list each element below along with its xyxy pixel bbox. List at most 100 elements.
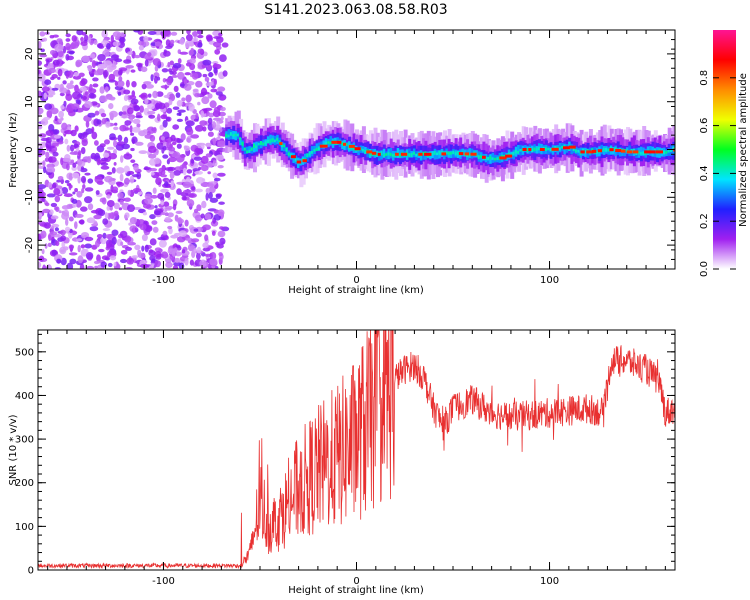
noise-speckle [217, 165, 224, 169]
noise-speckle [44, 103, 53, 110]
noise-speckle [96, 43, 104, 49]
noise-speckle [57, 176, 64, 181]
noise-speckle [209, 100, 217, 109]
noise-speckle [117, 134, 123, 142]
noise-speckle [105, 121, 111, 128]
noise-speckle [221, 42, 229, 48]
noise-speckle [106, 243, 111, 249]
ridge-cell [468, 153, 471, 157]
noise-speckle [217, 209, 225, 217]
ridge-cell [433, 151, 436, 155]
noise-speckle [138, 94, 147, 98]
snr-series-line [38, 330, 675, 570]
ridge-cell [276, 137, 279, 141]
noise-speckle [63, 193, 73, 198]
noise-speckle [135, 115, 143, 119]
noise-speckle [165, 205, 174, 210]
noise-speckle [216, 243, 224, 249]
noise-speckle [56, 138, 60, 142]
noise-speckle [102, 218, 109, 225]
noise-speckle [44, 157, 50, 162]
noise-speckle [45, 151, 50, 158]
noise-speckle [144, 244, 149, 253]
noise-speckle [41, 86, 50, 92]
ridge-cell [380, 151, 383, 156]
noise-speckle [212, 137, 216, 146]
noise-speckle [120, 249, 128, 255]
noise-speckle [54, 43, 63, 52]
noise-speckle [42, 37, 48, 42]
noise-speckle [84, 196, 93, 204]
ridge-cell [246, 150, 249, 154]
colorbar-tick-label: 0.4 [699, 165, 710, 181]
noise-speckle [118, 76, 123, 82]
noise-speckle [190, 134, 199, 139]
noise-speckle [80, 147, 86, 155]
noise-speckle [172, 203, 177, 211]
noise-speckle [82, 96, 87, 100]
ridge-peak [470, 152, 477, 156]
ridge-peak [482, 155, 486, 159]
noise-speckle [90, 73, 94, 78]
noise-speckle [144, 197, 153, 205]
noise-speckle [163, 201, 170, 207]
noise-speckle [104, 175, 113, 183]
noise-speckle [173, 170, 181, 176]
noise-speckle [80, 232, 90, 239]
noise-speckle [93, 214, 102, 220]
noise-speckle [75, 99, 81, 105]
ridge-cell [547, 147, 550, 151]
noise-speckle [56, 38, 63, 43]
noise-speckle [202, 73, 208, 78]
noise-speckle [197, 48, 204, 54]
noise-speckle [150, 194, 158, 199]
noise-speckle [90, 152, 97, 160]
y-tick-label: 100 [15, 522, 34, 533]
noise-speckle [107, 251, 111, 259]
noise-speckle [196, 252, 201, 260]
noise-speckle [154, 65, 159, 72]
noise-speckle [199, 259, 207, 268]
noise-speckle [45, 140, 52, 149]
noise-speckle [127, 170, 135, 175]
ridge-peak [528, 148, 532, 151]
noise-speckle [195, 112, 199, 120]
noise-speckle [154, 205, 158, 209]
noise-speckle [84, 101, 93, 108]
noise-speckle [162, 78, 167, 83]
noise-speckle [129, 217, 137, 225]
noise-speckle [191, 31, 198, 37]
noise-speckle [142, 203, 152, 209]
noise-speckle [206, 183, 215, 188]
noise-speckle [103, 60, 113, 68]
noise-speckle [74, 84, 79, 93]
noise-speckle [196, 246, 202, 254]
noise-speckle [59, 92, 65, 97]
noise-speckle [149, 134, 156, 142]
noise-speckle [77, 255, 84, 264]
ridge-cell [253, 143, 255, 148]
ridge-cell [225, 133, 228, 138]
ridge-cell [345, 142, 349, 151]
noise-speckle [132, 226, 136, 234]
noise-speckle [176, 100, 183, 107]
noise-speckle [183, 189, 192, 194]
noise-speckle [108, 153, 117, 160]
noise-speckle [164, 216, 172, 222]
ridge-cell [412, 151, 415, 155]
noise-speckle [44, 79, 52, 85]
noise-speckle [218, 132, 225, 137]
noise-speckle [212, 172, 218, 179]
noise-speckle [65, 53, 70, 61]
noise-speckle [129, 95, 137, 100]
noise-speckle [213, 159, 217, 164]
noise-speckle [50, 215, 59, 220]
noise-speckle [80, 175, 87, 184]
ridge-cell [294, 157, 297, 162]
noise-speckle [148, 114, 156, 119]
ridge-cell [445, 151, 448, 155]
noise-speckle [124, 177, 130, 185]
y-tick-label: 20 [24, 48, 35, 61]
noise-speckle [131, 255, 139, 259]
